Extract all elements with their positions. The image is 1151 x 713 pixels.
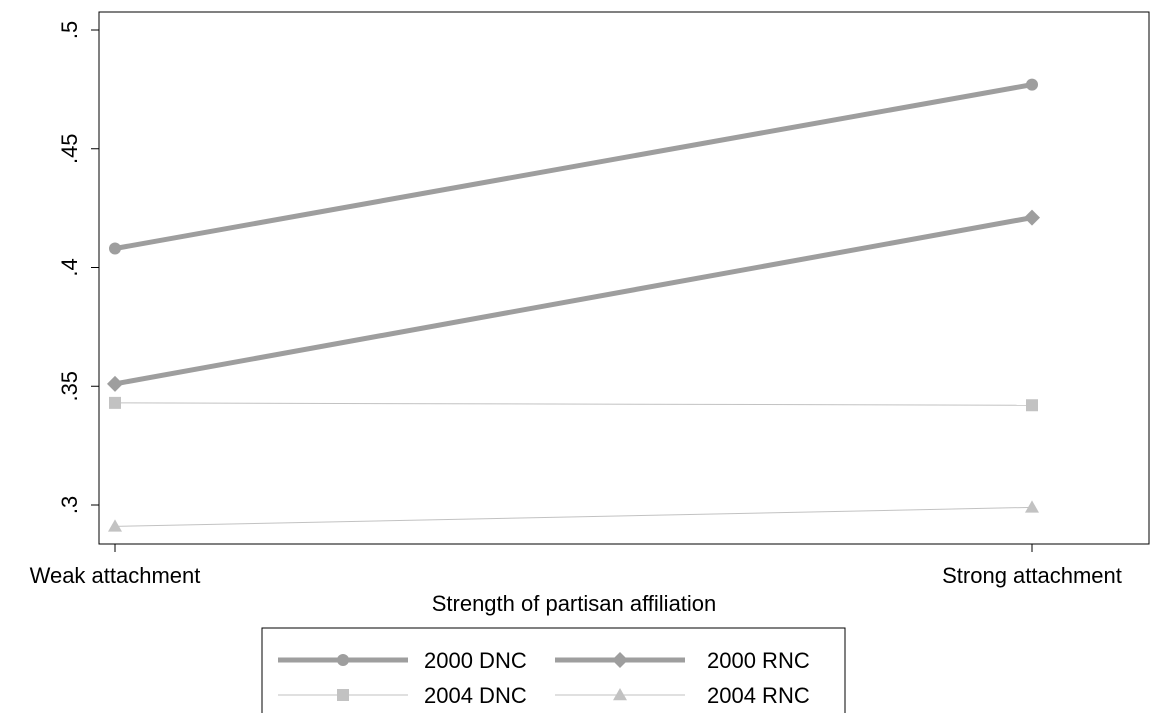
x-tick-label: Weak attachment — [30, 563, 201, 588]
y-tick-label: .4 — [57, 258, 82, 276]
data-point-triangle — [108, 519, 122, 532]
legend-swatch-circle — [337, 654, 349, 666]
data-point-circle — [109, 242, 121, 255]
data-point-circle — [1026, 78, 1038, 91]
y-axis: .3 .35 .4 .45 .5 — [57, 12, 100, 544]
legend-label: 2004 RNC — [707, 683, 810, 708]
data-point-diamond — [107, 375, 123, 392]
legend-box — [261, 627, 846, 713]
legend-label: 2000 DNC — [424, 648, 527, 673]
x-axis: Weak attachment Strong attachment — [30, 543, 1149, 588]
legend-swatch-square — [337, 689, 349, 701]
legend-item: 2004 RNC — [555, 683, 810, 708]
legend-item: 2000 DNC — [278, 648, 527, 673]
x-tick-label: Strong attachment — [942, 563, 1122, 588]
data-point-square — [1026, 399, 1038, 412]
legend-item: 2000 RNC — [555, 648, 810, 673]
series-2000-rnc — [107, 209, 1040, 392]
series-layer — [107, 78, 1040, 532]
y-tick-label: .5 — [57, 21, 82, 39]
data-point-triangle — [1025, 500, 1039, 513]
legend-swatch-triangle — [613, 688, 627, 701]
legend: 2000 DNC 2000 RNC 2004 DNC 2004 RNC — [261, 627, 846, 713]
legend-swatch-diamond — [612, 652, 628, 668]
legend-label: 2004 DNC — [424, 683, 527, 708]
series-2004-rnc — [108, 500, 1039, 532]
series-2004-dnc — [109, 396, 1038, 412]
series-2000-dnc — [109, 78, 1038, 255]
data-point-square — [109, 396, 121, 409]
data-point-diamond — [1024, 209, 1040, 226]
x-axis-title: Strength of partisan affiliation — [432, 591, 717, 616]
series-line — [114, 402, 1033, 406]
y-tick-label: .3 — [57, 496, 82, 514]
series-line — [114, 215, 1033, 387]
y-tick-label: .45 — [57, 133, 82, 164]
legend-label: 2000 RNC — [707, 648, 810, 673]
series-line — [114, 82, 1033, 251]
series-line — [114, 506, 1033, 527]
legend-item: 2004 DNC — [278, 683, 527, 708]
y-tick-label: .35 — [57, 371, 82, 402]
